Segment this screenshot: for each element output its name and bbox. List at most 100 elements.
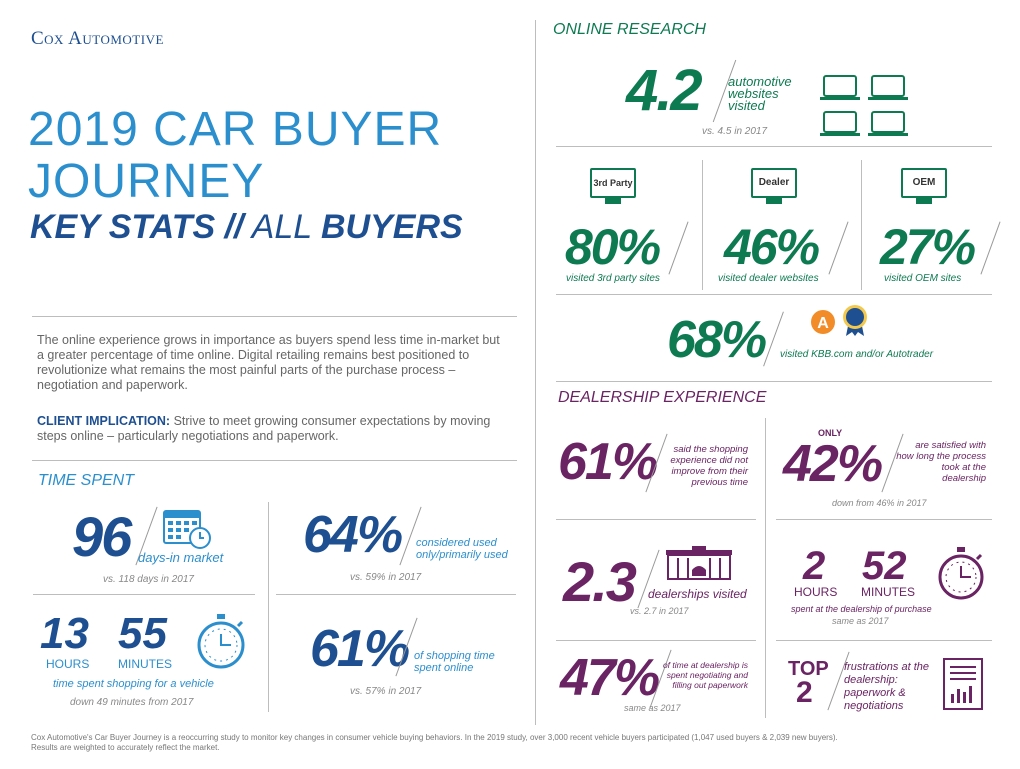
top-number: 2 bbox=[796, 676, 813, 709]
laptop-icon bbox=[820, 75, 860, 100]
monitor-base bbox=[766, 198, 782, 204]
dealer-label: visited dealer websites bbox=[718, 273, 819, 284]
satisfied-label: are satisfied with how long the process … bbox=[896, 440, 986, 484]
intro-text: The online experience grows in importanc… bbox=[37, 333, 500, 392]
laptop-icon bbox=[868, 111, 908, 136]
dealerships-value: 2.3 bbox=[563, 550, 637, 613]
paperwork-icon bbox=[943, 658, 983, 710]
oem-value: 27% bbox=[880, 219, 976, 275]
laptop-icon bbox=[820, 111, 860, 136]
divider bbox=[268, 502, 269, 712]
dealer-time-label: spent at the dealership of purchase bbox=[791, 604, 932, 614]
dealer-monitor-icon: Dealer bbox=[751, 168, 797, 198]
divider bbox=[776, 640, 992, 641]
divider bbox=[828, 221, 849, 275]
oem-icon-label: OEM bbox=[912, 177, 936, 188]
websites-value: 4.2 bbox=[626, 58, 703, 123]
calendar-icon bbox=[163, 510, 211, 549]
divider bbox=[861, 160, 862, 290]
satisfied-value: 42% bbox=[783, 435, 883, 493]
stopwatch-icon bbox=[938, 547, 984, 600]
kbb-value: 68% bbox=[667, 311, 767, 369]
stopwatch-icon bbox=[197, 614, 245, 669]
client-implication-label: CLIENT IMPLICATION: bbox=[37, 414, 171, 428]
dealer-hours-label: HOURS bbox=[794, 585, 838, 599]
negotiating-value: 47% bbox=[560, 649, 660, 707]
shopping-hours: 13 bbox=[40, 609, 89, 658]
client-implication-text: Strive to meet growing consumer expectat… bbox=[37, 414, 491, 443]
divider bbox=[32, 460, 517, 461]
title-line1: 2019 CAR BUYER bbox=[28, 103, 443, 156]
divider bbox=[556, 381, 992, 382]
days-label: days-in market bbox=[138, 550, 224, 565]
online-research-heading: ONLINE RESEARCH bbox=[553, 21, 706, 38]
title-line3: KEY STATS // ALL BUYERS bbox=[30, 210, 463, 244]
kbb-label: visited KBB.com and/or Autotrader bbox=[780, 349, 934, 360]
laptop-icon bbox=[868, 75, 908, 100]
satisfied-prefix: ONLY bbox=[818, 428, 843, 438]
used-note: vs. 59% in 2017 bbox=[350, 572, 422, 583]
title-buyers: BUYERS bbox=[321, 208, 463, 246]
not-improve-label: said the shopping experience did not imp… bbox=[670, 444, 748, 488]
dealer-value: 46% bbox=[724, 219, 820, 275]
dealership-building-icon bbox=[666, 546, 732, 580]
dealer-minutes-label: MINUTES bbox=[861, 585, 915, 599]
third-party-value: 80% bbox=[565, 219, 661, 275]
divider bbox=[980, 221, 1001, 275]
divider bbox=[535, 20, 536, 725]
websites-note: vs. 4.5 in 2017 bbox=[702, 126, 768, 137]
websites-label: automotive websites visited bbox=[728, 74, 792, 113]
footer-text: Cox Automotive's Car Buyer Journey is a … bbox=[31, 733, 838, 752]
brand-logo: Cox Automotive bbox=[31, 28, 164, 49]
online-label: of shopping time spent online bbox=[414, 650, 495, 674]
dealer-time-note: same as 2017 bbox=[832, 616, 889, 626]
third-party-icon-label: 3rd Party bbox=[593, 178, 633, 188]
dealerships-note: vs. 2.7 in 2017 bbox=[630, 606, 689, 616]
divider bbox=[556, 294, 992, 295]
satisfied-note: down from 46% in 2017 bbox=[832, 498, 927, 508]
days-note: vs. 118 days in 2017 bbox=[103, 574, 194, 585]
oem-monitor-icon: OEM bbox=[901, 168, 947, 198]
used-label: considered used only/primarily used bbox=[416, 537, 508, 561]
divider bbox=[702, 160, 703, 290]
negotiating-label: of time at dealership is spent negotiati… bbox=[662, 660, 748, 690]
kbb-logo-icon bbox=[843, 305, 867, 336]
divider bbox=[32, 316, 517, 317]
divider bbox=[556, 146, 992, 147]
time-spent-heading: TIME SPENT bbox=[38, 472, 135, 489]
dealerships-label: dealerships visited bbox=[648, 587, 747, 601]
title-line2: JOURNEY bbox=[28, 155, 265, 208]
top-frustrations-label: frustrations at the dealership: paperwor… bbox=[844, 661, 929, 712]
shopping-hours-label: HOURS bbox=[46, 657, 90, 671]
days-value: 96 bbox=[72, 505, 132, 568]
dealer-hours: 2 bbox=[803, 544, 826, 588]
client-implication: CLIENT IMPLICATION: Strive to meet growi… bbox=[37, 414, 515, 444]
monitor-base bbox=[605, 198, 621, 204]
dealer-icon-label: Dealer bbox=[758, 177, 790, 188]
divider bbox=[556, 519, 756, 520]
divider bbox=[556, 640, 756, 641]
shopping-minutes-label: MINUTES bbox=[118, 657, 172, 671]
title-key-stats: KEY STATS // bbox=[30, 208, 244, 246]
monitor-base bbox=[916, 198, 932, 204]
third-party-label: visited 3rd party sites bbox=[566, 273, 660, 284]
third-party-monitor-icon: 3rd Party bbox=[590, 168, 636, 198]
divider bbox=[276, 594, 516, 595]
not-improve-value: 61% bbox=[558, 433, 658, 491]
shopping-minutes: 55 bbox=[118, 609, 167, 658]
online-value: 61% bbox=[310, 620, 410, 678]
autotrader-logo-icon: A bbox=[811, 310, 835, 334]
top-label: TOP bbox=[788, 658, 829, 680]
title-all: ALL bbox=[243, 208, 321, 246]
dealership-heading: DEALERSHIP EXPERIENCE bbox=[558, 389, 767, 406]
used-value: 64% bbox=[303, 506, 403, 564]
divider bbox=[668, 221, 689, 275]
divider bbox=[765, 418, 766, 718]
online-note: vs. 57% in 2017 bbox=[350, 686, 422, 697]
shopping-note: down 49 minutes from 2017 bbox=[70, 697, 194, 708]
divider bbox=[776, 519, 992, 520]
shopping-label: time spent shopping for a vehicle bbox=[53, 678, 214, 690]
negotiating-note: same as 2017 bbox=[624, 703, 681, 713]
oem-label: visited OEM sites bbox=[884, 273, 962, 284]
divider bbox=[33, 594, 255, 595]
